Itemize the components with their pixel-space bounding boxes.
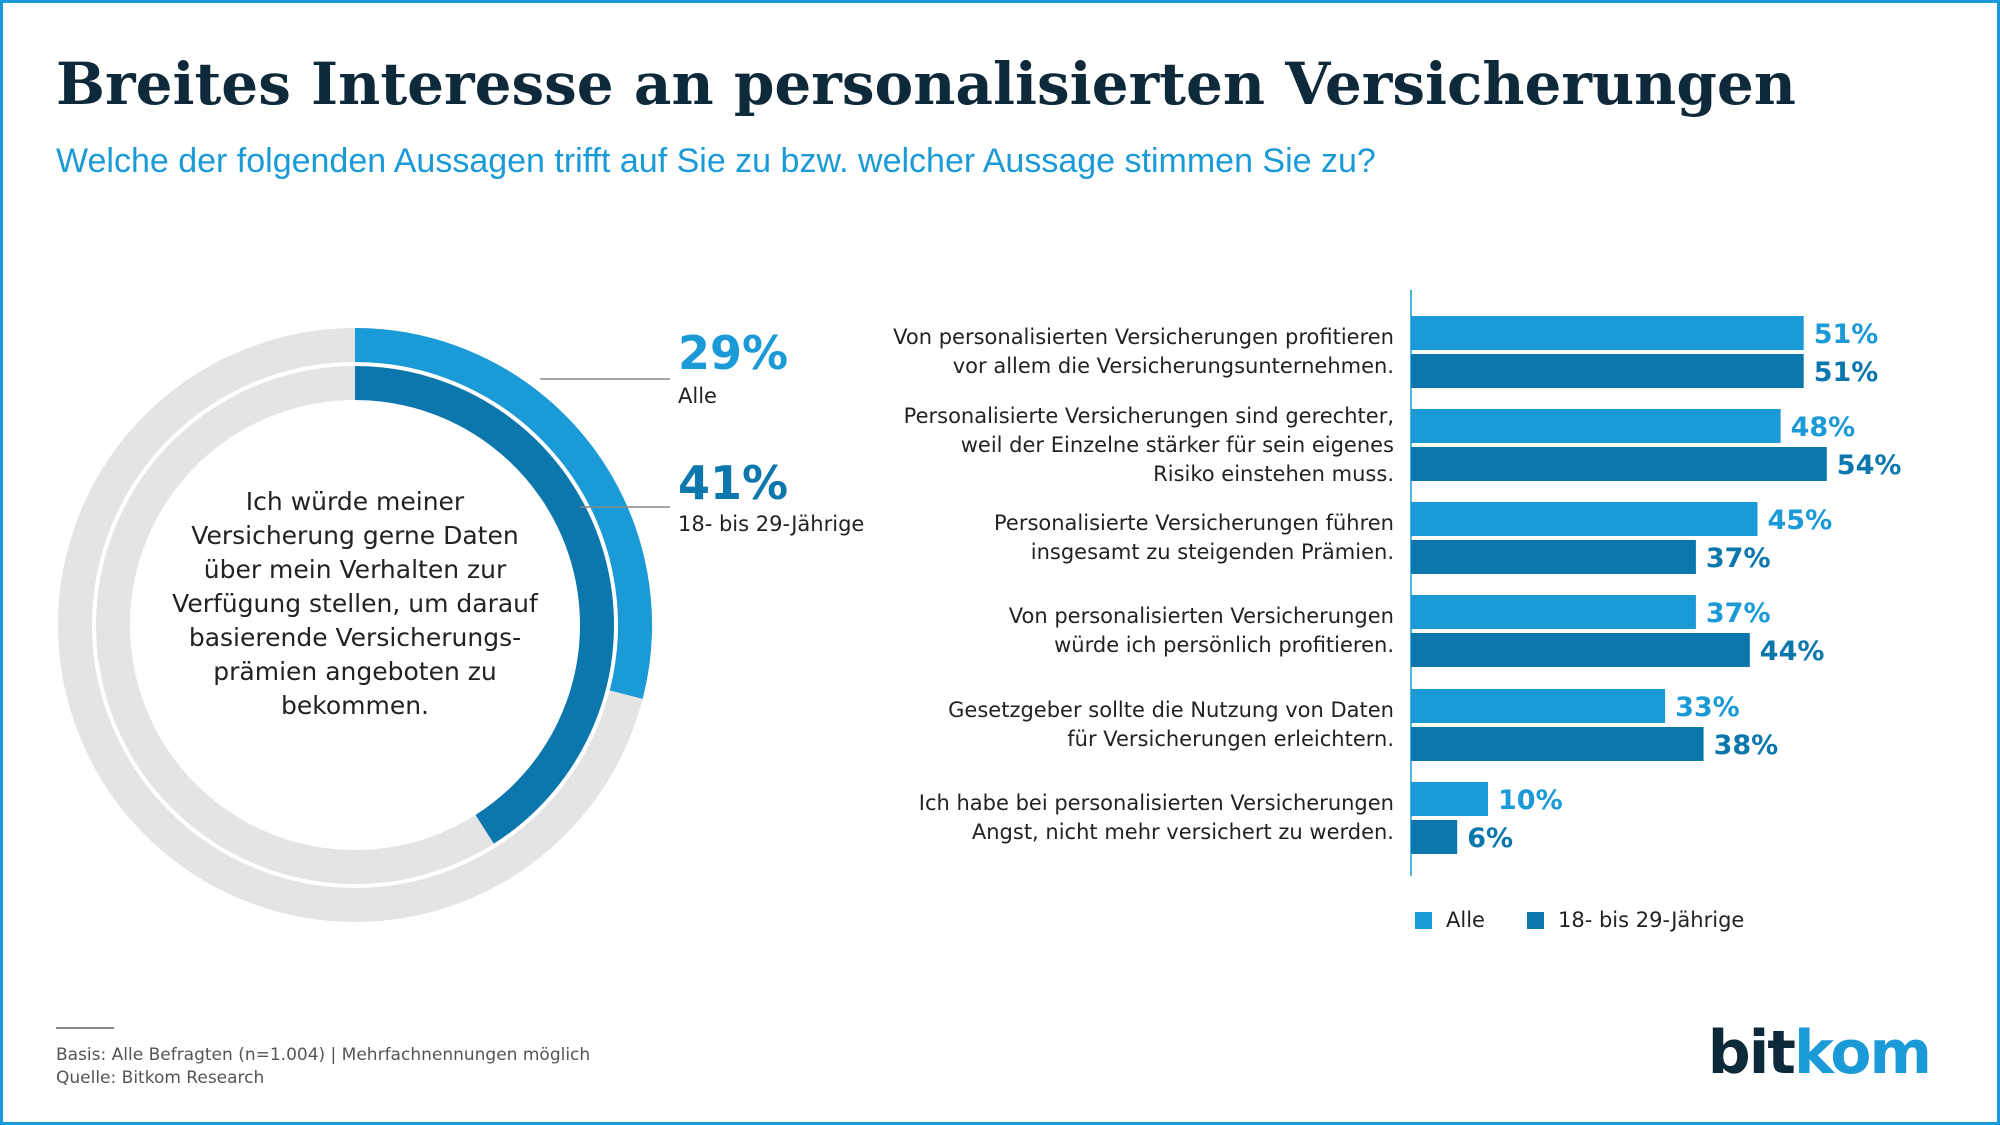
bar-alle bbox=[1411, 689, 1666, 723]
footer-quelle: Quelle: Bitkom Research bbox=[56, 1068, 265, 1088]
category-label: Gesetzgeber sollte die Nutzung von Daten… bbox=[834, 696, 1394, 754]
legend-swatch-alle bbox=[1415, 911, 1432, 929]
category-label: Von personalisierten Versicherungen prof… bbox=[834, 323, 1394, 381]
logo-part-kom: kom bbox=[1793, 1018, 1932, 1088]
bar-jung bbox=[1411, 447, 1827, 481]
category-label: Personalisierte Versicherungen führen ins… bbox=[834, 509, 1394, 567]
legend-item-jung: 18- bis 29-Jährige bbox=[1527, 908, 1744, 932]
donut-outer-group-label: Alle bbox=[678, 384, 717, 408]
donut-center-text-line: über mein Verhalten zur bbox=[203, 555, 507, 584]
category-label-line: insgesamt zu steigenden Prämien. bbox=[1030, 540, 1394, 564]
donut-inner-percent: 41% bbox=[678, 456, 789, 510]
donut-center-text-line: basierende Versicherungs- bbox=[188, 623, 522, 652]
bar-alle bbox=[1411, 502, 1758, 536]
data-label-jung: 38% bbox=[1714, 730, 1779, 761]
data-label-jung: 51% bbox=[1814, 357, 1879, 388]
legend-item-alle: Alle bbox=[1415, 908, 1485, 932]
bitkom-logo: bitkom bbox=[1707, 1018, 1932, 1088]
category-label-line: Personalisierte Versicherungen führen bbox=[993, 511, 1394, 535]
donut-center-text-line: Versicherung gerne Daten bbox=[191, 521, 519, 550]
category-label-line: Angst, nicht mehr versichert zu werden. bbox=[971, 820, 1394, 844]
category-label-line: vor allem die Versicherungsunternehmen. bbox=[952, 354, 1394, 378]
category-label-line: weil der Einzelne stärker für sein eigen… bbox=[960, 432, 1394, 457]
bar-jung bbox=[1411, 540, 1696, 574]
data-label-jung: 6% bbox=[1467, 823, 1513, 854]
logo-part-bit: bit bbox=[1707, 1018, 1796, 1088]
donut-outer-percent: 29% bbox=[678, 326, 789, 380]
footer-basis: Basis: Alle Befragten (n=1.004) | Mehrfa… bbox=[56, 1045, 591, 1065]
data-label-alle: 51% bbox=[1814, 319, 1879, 350]
donut-inner-group-label: 18- bis 29-Jährige bbox=[678, 512, 865, 536]
data-label-alle: 48% bbox=[1791, 412, 1856, 443]
category-label-line: würde ich persönlich profitieren. bbox=[1054, 633, 1394, 657]
bar-jung bbox=[1411, 354, 1804, 388]
category-label-line: Von personalisierten Versicherungen prof… bbox=[893, 325, 1394, 349]
footer-divider bbox=[56, 1027, 114, 1029]
chart-subtitle: Welche der folgenden Aussagen trifft auf… bbox=[56, 142, 1376, 180]
bar-alle bbox=[1411, 595, 1696, 629]
bar-alle bbox=[1411, 409, 1781, 443]
bar-alle bbox=[1411, 782, 1488, 816]
category-label-line: Risiko einstehen muss. bbox=[1153, 461, 1394, 486]
data-label-jung: 44% bbox=[1760, 636, 1825, 667]
donut-center-text-line: Ich würde meiner bbox=[245, 487, 465, 516]
donut-center-text-line: bekommen. bbox=[280, 691, 429, 720]
donut-center-text-line: Verfügung stellen, um darauf bbox=[172, 589, 538, 618]
donut-center-text: Ich würde meiner Versicherung gerne Daten… bbox=[150, 485, 560, 723]
bar-alle bbox=[1411, 316, 1804, 350]
category-label-line: für Versicherungen erleichtern. bbox=[1067, 727, 1394, 751]
category-label: Ich habe bei personalisierten Versicheru… bbox=[834, 789, 1394, 847]
bar-jung bbox=[1411, 633, 1750, 667]
footer: Basis: Alle Befragten (n=1.004) | Mehrfa… bbox=[56, 1044, 590, 1090]
data-label-alle: 45% bbox=[1768, 505, 1833, 536]
chart-title: Breites Interesse an personalisierten Ve… bbox=[56, 50, 1796, 118]
category-label-line: Gesetzgeber sollte die Nutzung von Daten bbox=[948, 698, 1394, 722]
category-label-line: Ich habe bei personalisierten Versicheru… bbox=[918, 791, 1394, 815]
donut-inner-arc bbox=[354, 366, 614, 844]
legend-label-alle: Alle bbox=[1446, 908, 1485, 932]
data-label-jung: 54% bbox=[1837, 450, 1902, 481]
donut-outer-arc bbox=[354, 328, 652, 699]
data-label-jung: 37% bbox=[1706, 543, 1771, 574]
category-label: Von personalisierten Versicherungen würde… bbox=[834, 602, 1394, 660]
category-label: Personalisierte Versicherungen sind gere… bbox=[834, 402, 1394, 489]
legend-label-jung: 18- bis 29-Jährige bbox=[1558, 908, 1745, 932]
category-label-line: Personalisierte Versicherungen sind gere… bbox=[903, 403, 1394, 428]
legend-swatch-jung bbox=[1527, 911, 1544, 929]
data-label-alle: 10% bbox=[1498, 785, 1563, 816]
donut-center-text-line: prämien angeboten zu bbox=[213, 657, 497, 686]
data-label-alle: 33% bbox=[1675, 692, 1740, 723]
bar-jung bbox=[1411, 727, 1704, 761]
data-label-alle: 37% bbox=[1706, 598, 1771, 629]
category-label-line: Von personalisierten Versicherungen bbox=[1008, 604, 1394, 628]
bar-jung bbox=[1411, 820, 1458, 854]
